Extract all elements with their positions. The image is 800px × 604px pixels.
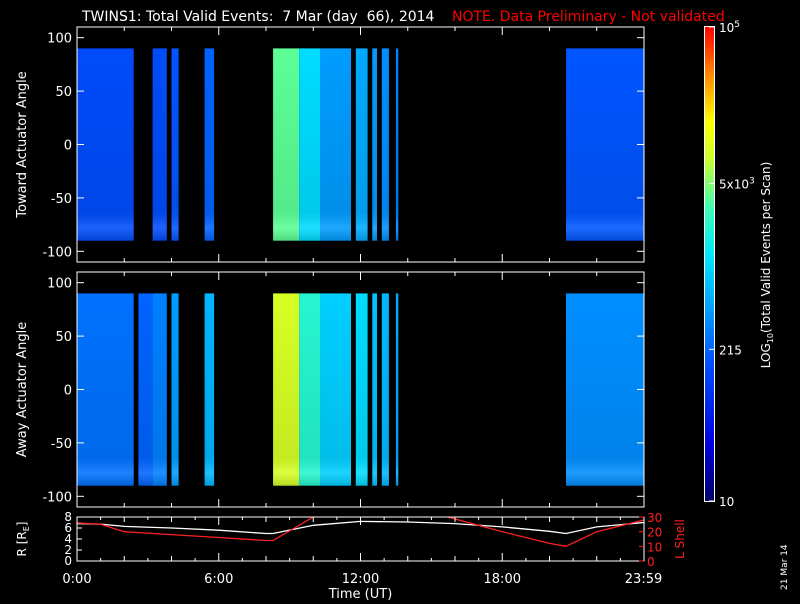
y-tick-label: 0 — [64, 384, 72, 399]
x-tick-label: 6:00 — [204, 572, 233, 587]
heatmap-shade-6 — [299, 293, 321, 486]
preliminary-note: NOTE. Data Preliminary - Not validated — [452, 9, 725, 25]
y-tick-label: 8 — [64, 510, 72, 524]
x-tick-label: 23:59 — [625, 572, 662, 587]
y-tick-label: 2 — [64, 543, 72, 557]
heatmap-shade-3 — [204, 48, 215, 241]
heatmap-shade-8 — [355, 293, 368, 486]
x-tick-label: 18:00 — [484, 572, 521, 587]
y2-tick-label: 30 — [647, 511, 662, 525]
colorbar-tick-label: 10 — [719, 495, 734, 509]
heatmap-shade-3 — [171, 293, 179, 486]
y-tick-label: 6 — [64, 521, 72, 535]
y-tick-label: 0 — [64, 554, 72, 568]
colorbar-tick-label: 105 — [719, 20, 740, 35]
y-tick-label: 50 — [55, 85, 72, 100]
y-axis-label: Away Actuator Angle — [15, 322, 30, 457]
away-actuator-panel: 100 50 0 -50 -100 Away Actuator Angle — [15, 271, 645, 508]
toward-actuator-panel: 100 50 0 -50 -100 Toward Actuator Angle — [15, 26, 645, 263]
y2-tick-label: 10 — [647, 540, 662, 554]
lshell-series-line — [77, 517, 644, 547]
x-axis-label: Time (UT) — [328, 587, 393, 600]
plot-title: TWINS1: Total Valid Events: 7 Mar (day 6… — [81, 9, 435, 25]
heatmap-shade-9 — [372, 293, 377, 486]
y-tick-label: 4 — [64, 532, 72, 546]
y2-axis-label: L Shell — [673, 519, 687, 559]
colorbar-gradient — [705, 27, 714, 501]
y-tick-label: 0 — [64, 139, 72, 154]
heatmap-shade-7 — [355, 48, 368, 241]
heatmap-shade-10 — [381, 293, 389, 486]
heatmap-shade-2 — [152, 293, 167, 486]
y-tick-label: 100 — [47, 32, 72, 47]
colorbar: 10 215 5x103 105 LOG10(Total Valid Events pe… — [704, 20, 775, 509]
heatmap-shade-1 — [152, 48, 167, 241]
y-tick-label: 100 — [47, 277, 72, 292]
x-tick-label: 12:00 — [342, 572, 379, 587]
y-tick-label: -100 — [42, 490, 72, 505]
heatmap-shade-0 — [77, 293, 134, 486]
heatmap-shade-5 — [273, 293, 300, 486]
date-stamp: 21 Mar 14 — [780, 544, 790, 590]
heatmap-shade-11 — [395, 293, 399, 486]
heatmap-shade-4 — [204, 293, 215, 486]
heatmap-shade-8 — [372, 48, 377, 241]
heatmap-shade-6 — [320, 48, 351, 241]
colorbar-tick-label: 5x103 — [719, 176, 755, 191]
y-axis-label: R [RE] — [15, 522, 31, 557]
y-tick-label: -100 — [42, 245, 72, 260]
heatmap-shade-9 — [381, 48, 389, 241]
heatmap-shade-0 — [77, 48, 134, 241]
y2-tick-label: 20 — [647, 526, 662, 540]
heatmap-shade-10 — [395, 48, 399, 241]
heatmap-shade-1 — [138, 293, 153, 486]
colorbar-tick-label: 215 — [719, 343, 742, 357]
y-tick-label: -50 — [51, 192, 72, 207]
heatmap-shade-2 — [171, 48, 179, 241]
heatmap-shade-5 — [299, 48, 321, 241]
colorbar-label: LOG10(Total Valid Events per Scan) — [759, 162, 775, 369]
r-series-line — [77, 520, 644, 535]
y-tick-label: -50 — [51, 437, 72, 452]
heatmap-shade-12 — [566, 293, 644, 486]
heatmap-shade-11 — [566, 48, 644, 241]
y2-tick-label: 0 — [647, 555, 655, 569]
y-axis-label: Toward Actuator Angle — [15, 71, 30, 218]
x-tick-label: 0:00 — [62, 572, 91, 587]
heatmap-shade-7 — [320, 293, 351, 486]
heatmap-shade-4 — [273, 48, 300, 241]
y-tick-label: 50 — [55, 330, 72, 345]
